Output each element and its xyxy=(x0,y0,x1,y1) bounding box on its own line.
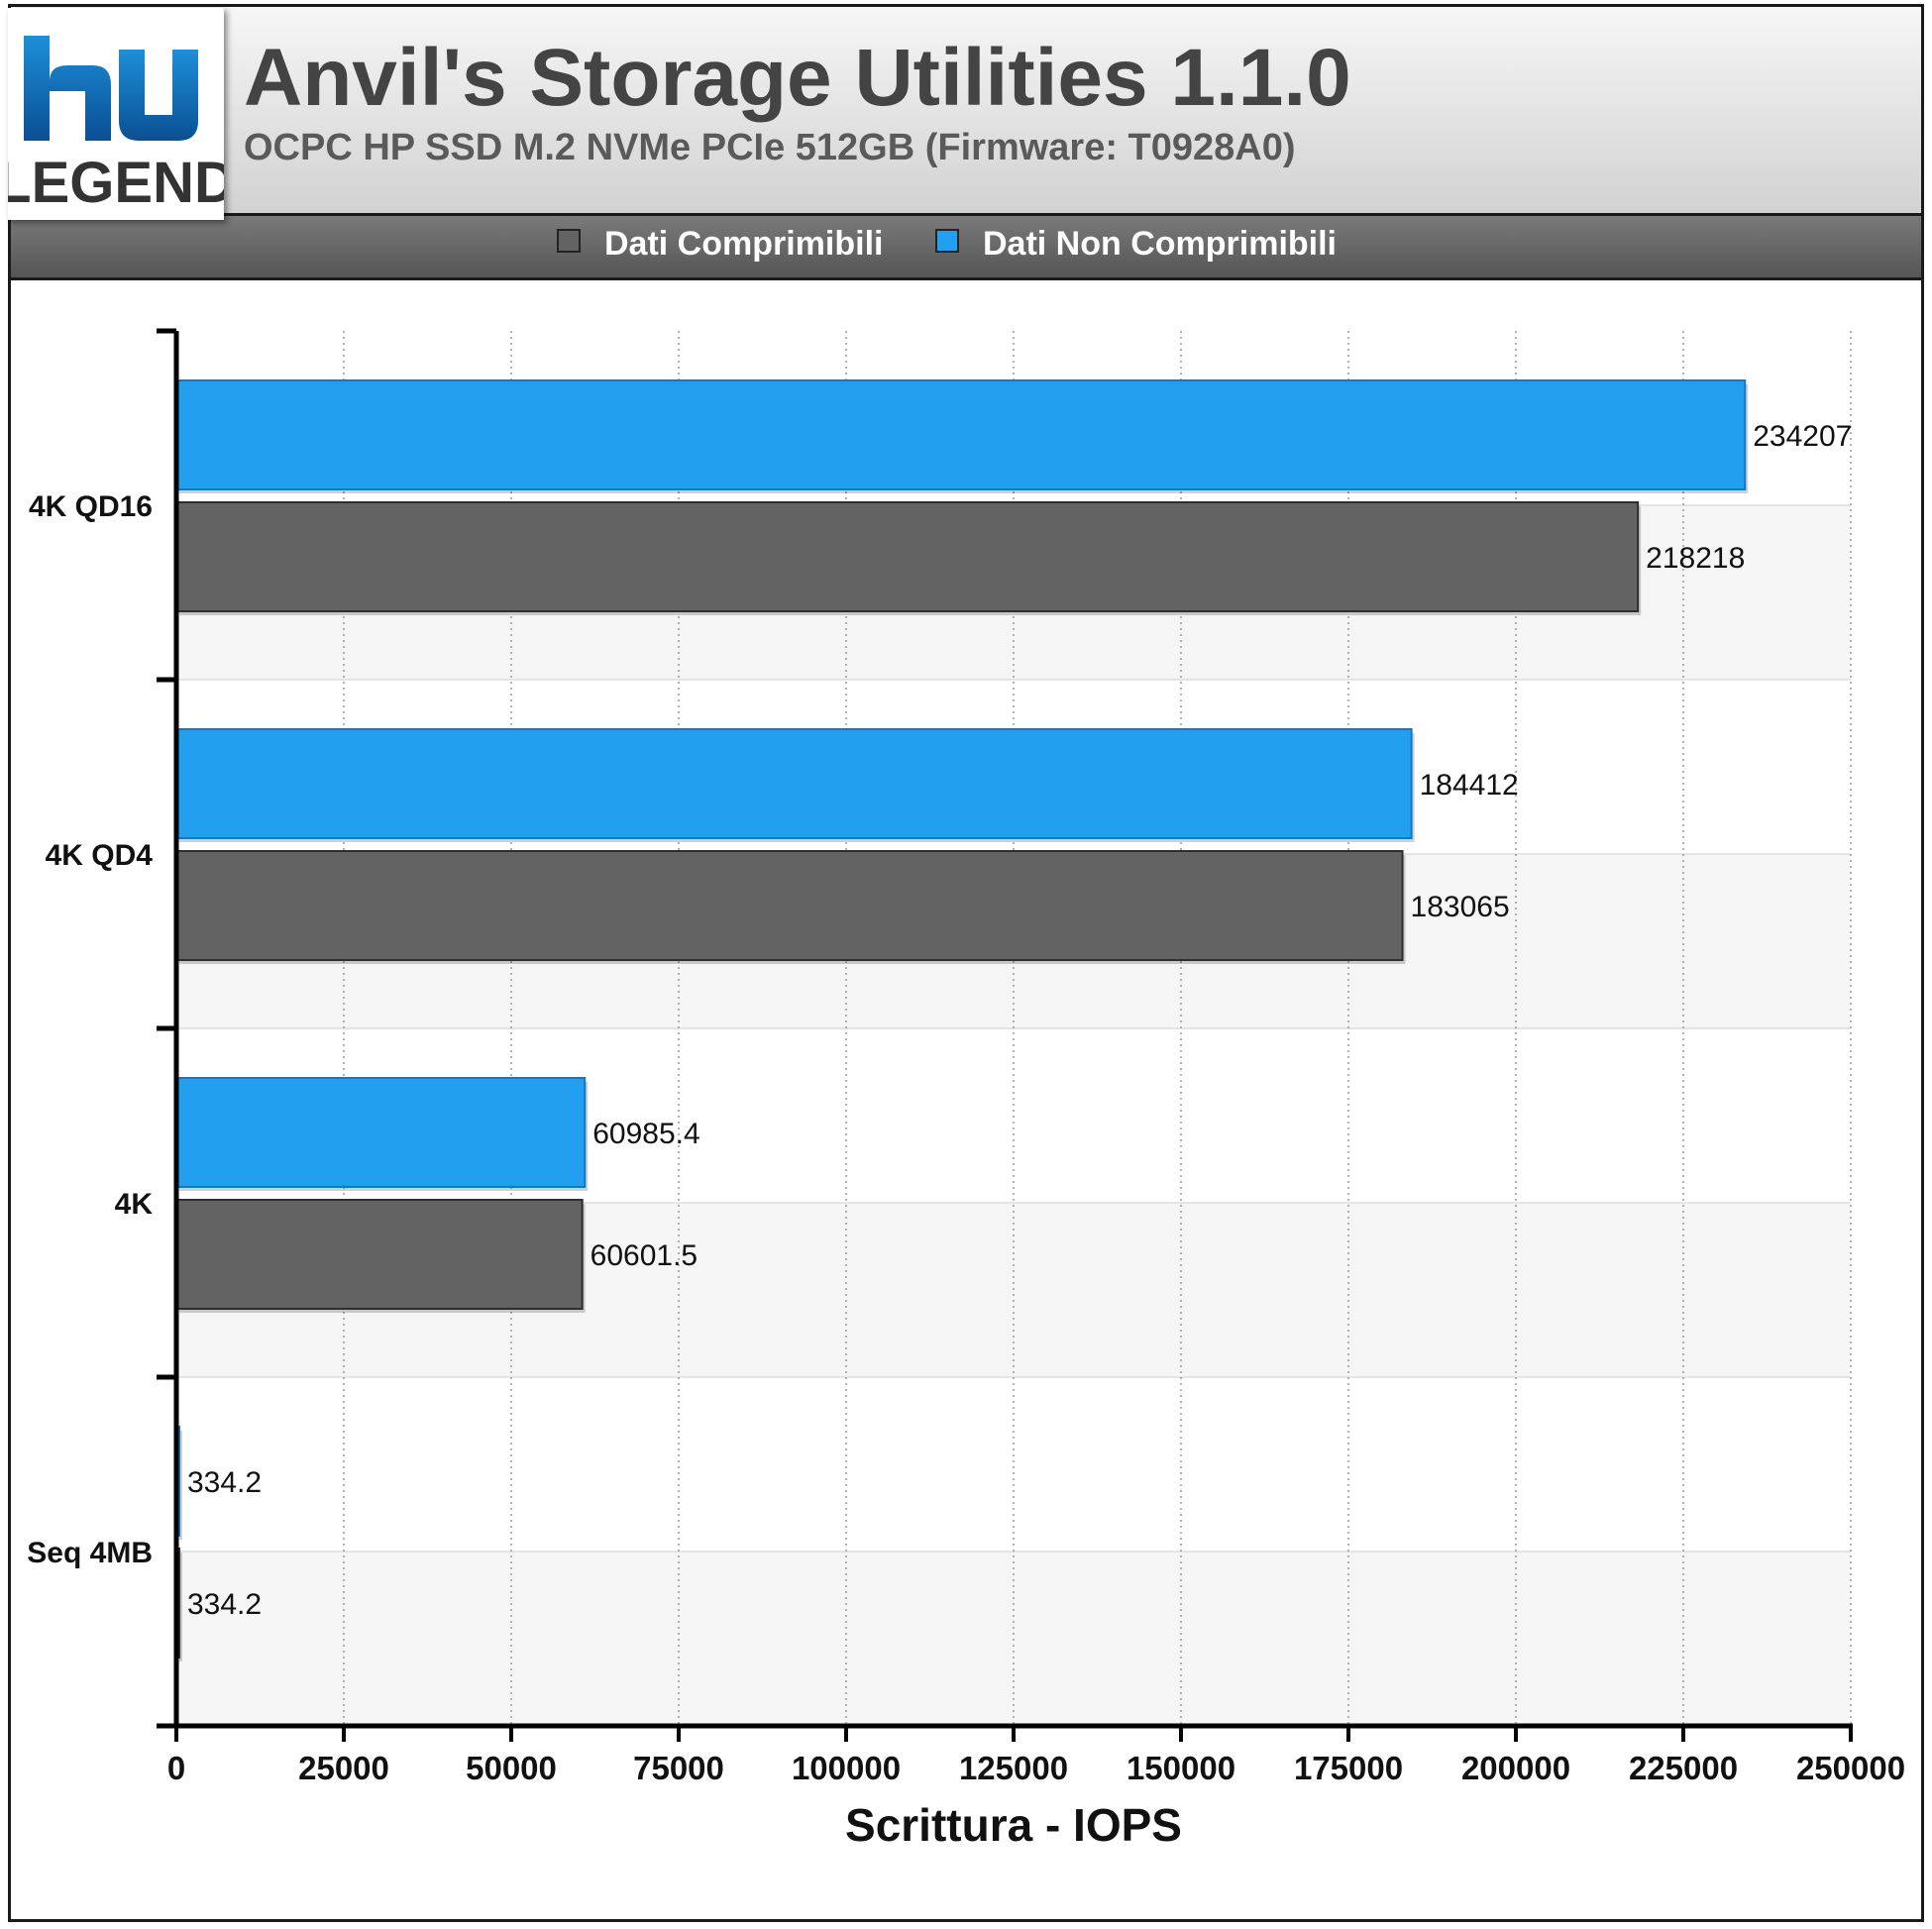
header-band xyxy=(11,7,1921,216)
x-tick-label: 250000 xyxy=(1796,1750,1905,1786)
page-title: Anvil's Storage Utilities 1.1.0 xyxy=(244,33,1351,123)
category-label: 4K QD16 xyxy=(29,490,153,523)
legend-label-compressible: Dati Comprimibili xyxy=(604,225,884,263)
x-tick-label: 175000 xyxy=(1294,1750,1403,1786)
legend-bar xyxy=(11,216,1921,280)
value-label: 184412 xyxy=(1420,769,1519,802)
legend-swatch-compressible xyxy=(557,229,581,253)
x-tick-label: 0 xyxy=(167,1750,185,1786)
x-tick-label: 100000 xyxy=(792,1750,901,1786)
category-label: 4K xyxy=(115,1188,154,1221)
x-tick-label: 225000 xyxy=(1629,1750,1738,1786)
bar-incompressible xyxy=(175,728,1413,839)
logo-wordmark: LEGEND xyxy=(8,151,224,215)
x-tick-label: 25000 xyxy=(298,1750,389,1786)
x-tick-label: 75000 xyxy=(633,1750,724,1786)
value-label: 60985.4 xyxy=(592,1118,699,1150)
legend-swatch-incompressible xyxy=(935,229,959,253)
x-tick-label: 150000 xyxy=(1127,1750,1235,1786)
page-subtitle: OCPC HP SSD M.2 NVMe PCIe 512GB (Firmwar… xyxy=(244,127,1296,168)
logo-graphic: LEGEND xyxy=(0,36,236,215)
value-label: 218218 xyxy=(1646,542,1745,575)
value-label: 334.2 xyxy=(187,1466,262,1499)
x-tick-label: 125000 xyxy=(959,1750,1068,1786)
bar-shadow xyxy=(179,1431,182,1540)
x-tick-label: 200000 xyxy=(1461,1750,1570,1786)
bar-compressible xyxy=(175,1199,584,1310)
value-label: 234207 xyxy=(1753,420,1852,453)
value-label: 60601.5 xyxy=(590,1239,698,1272)
value-label: 183065 xyxy=(1411,891,1510,923)
bar-incompressible xyxy=(175,379,1747,490)
category-label: 4K QD4 xyxy=(46,839,154,872)
bar-compressible xyxy=(175,501,1640,612)
hwlegend-logo: LEGEND xyxy=(0,8,236,220)
legend-label-incompressible: Dati Non Comprimibili xyxy=(983,225,1337,263)
bar-incompressible xyxy=(175,1077,587,1188)
bar-compressible xyxy=(175,850,1404,961)
category-label: Seq 4MB xyxy=(27,1537,153,1569)
x-axis-title: Scrittura - IOPS xyxy=(845,1799,1182,1851)
value-label: 334.2 xyxy=(187,1588,262,1621)
x-tick-label: 50000 xyxy=(466,1750,557,1786)
bar-shadow xyxy=(179,1553,182,1661)
